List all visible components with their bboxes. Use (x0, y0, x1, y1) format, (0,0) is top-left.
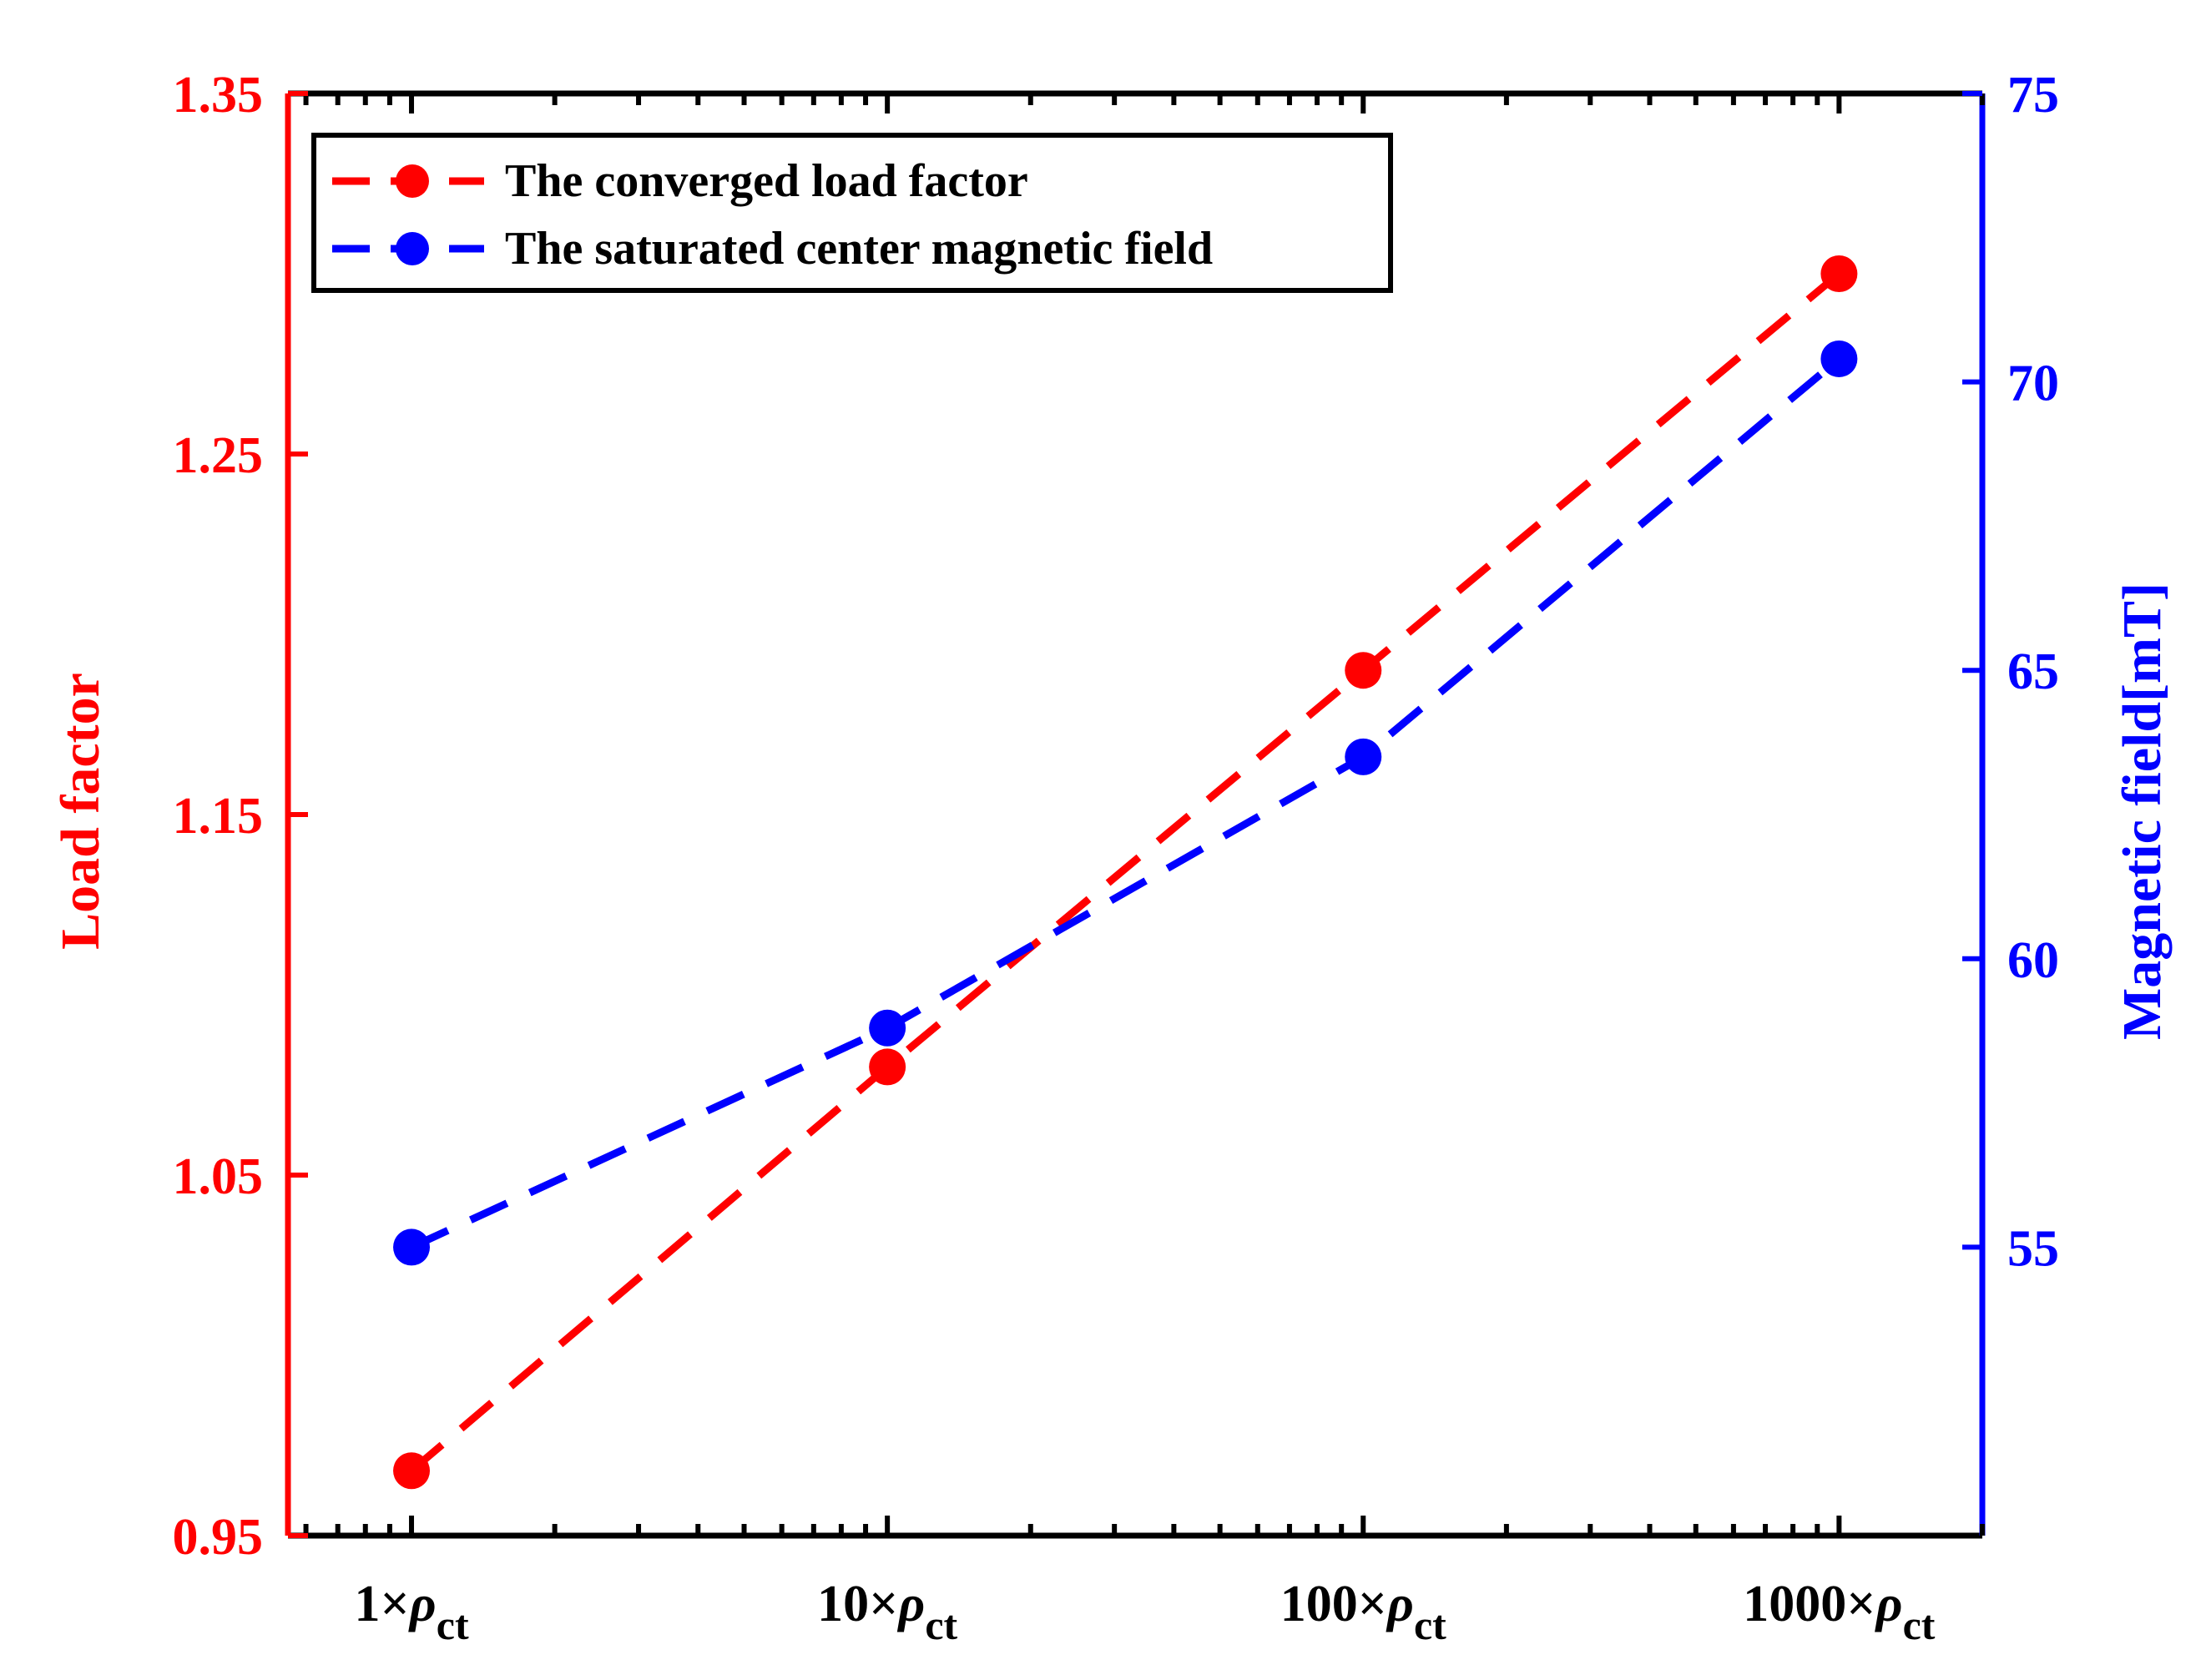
legend-label-load-factor: The converged load factor (505, 155, 1028, 207)
data-point (869, 1009, 906, 1047)
x-tick-label: 1000×ρct (1743, 1576, 1935, 1648)
left-y-axis-tick-labels: 0.95 1.05 1.15 1.25 1.35 (173, 67, 264, 1566)
left-y-tick-label: 1.25 (173, 427, 264, 484)
data-point (1820, 255, 1858, 292)
right-y-axis-label: Magnetic field[mT] (2112, 583, 2173, 1040)
right-y-tick-label: 55 (2007, 1220, 2059, 1277)
legend-marker-load-factor (396, 164, 429, 198)
left-y-axis-label: Load factor (50, 673, 111, 950)
data-point (1820, 340, 1858, 377)
right-y-tick-label: 70 (2007, 356, 2059, 412)
left-y-tick-label: 1.35 (173, 67, 264, 124)
legend-marker-magnetic-field (396, 232, 429, 265)
data-point (869, 1048, 906, 1086)
right-y-tick-label: 60 (2007, 932, 2059, 989)
left-y-tick-label: 1.05 (173, 1148, 264, 1205)
series-magnetic-field (393, 340, 1858, 1266)
legend: The converged load factor The saturated … (311, 133, 1393, 293)
data-point (1345, 652, 1382, 689)
series-load-factor (393, 255, 1858, 1490)
x-axis-ticks (303, 93, 1985, 1536)
data-point (393, 1452, 431, 1490)
x-tick-label: 1×ρct (354, 1576, 468, 1648)
left-y-tick-label: 1.15 (173, 788, 264, 845)
legend-label-magnetic-field: The saturated center magnetic field (505, 223, 1213, 275)
left-y-axis-ticks (288, 91, 308, 1538)
right-y-tick-label: 65 (2007, 643, 2059, 700)
right-y-tick-label: 75 (2007, 67, 2059, 124)
data-point (393, 1228, 431, 1266)
series-line (410, 356, 1842, 1251)
data-point (1345, 738, 1382, 775)
legend-box (311, 133, 1393, 293)
x-tick-label: 100×ρct (1280, 1576, 1446, 1648)
series-layer (393, 255, 1858, 1490)
series-line (409, 270, 1842, 1474)
left-y-tick-label: 0.95 (173, 1509, 264, 1566)
x-tick-label: 10×ρct (817, 1576, 957, 1648)
right-y-axis-tick-labels: 55 60 65 70 75 (2007, 67, 2059, 1277)
x-axis-tick-labels: 1×ρct 10×ρct 100×ρct 1000×ρct (354, 1576, 1935, 1648)
right-y-axis-ticks (1962, 91, 1982, 1250)
